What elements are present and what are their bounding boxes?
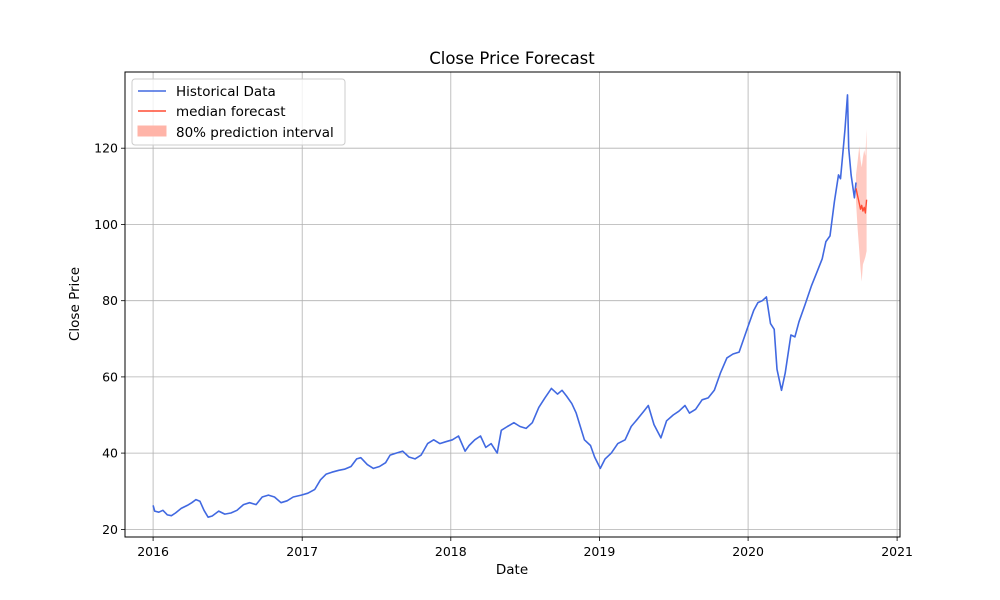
legend-label-historical: Historical Data <box>176 84 276 100</box>
legend-interval-swatch <box>137 125 167 137</box>
chart-title: Close Price Forecast <box>429 49 595 68</box>
x-tick-label: 2017 <box>286 544 318 559</box>
x-axis-ticks: 2016 2017 2018 2019 2020 2021 <box>137 537 913 559</box>
y-tick-label: 80 <box>102 293 118 308</box>
legend-box <box>131 78 346 146</box>
x-tick-label: 2019 <box>583 544 615 559</box>
y-tick-label: 40 <box>102 446 118 461</box>
x-axis-label: Date <box>496 562 528 578</box>
series-lines <box>152 94 868 518</box>
x-tick-label: 2018 <box>435 544 467 559</box>
historical-data-line <box>152 94 857 518</box>
legend-label-median: median forecast <box>176 104 286 120</box>
x-tick-label: 2016 <box>137 544 169 559</box>
y-axis-label: Close Price <box>67 267 83 341</box>
y-axis-ticks: 20 40 60 80 100 120 <box>94 141 125 537</box>
y-tick-label: 100 <box>94 217 118 232</box>
y-tick-label: 20 <box>102 522 118 537</box>
median-forecast-line <box>855 188 868 214</box>
y-tick-label: 120 <box>94 141 118 156</box>
grid-lines <box>125 72 900 537</box>
plot-frame <box>124 71 901 538</box>
x-tick-label: 2020 <box>732 544 764 559</box>
legend-label-interval: 80% prediction interval <box>176 125 334 141</box>
y-tick-label: 60 <box>102 369 118 384</box>
x-tick-label: 2021 <box>881 544 913 559</box>
legend: Historical Data median forecast 80% pred… <box>131 78 346 146</box>
